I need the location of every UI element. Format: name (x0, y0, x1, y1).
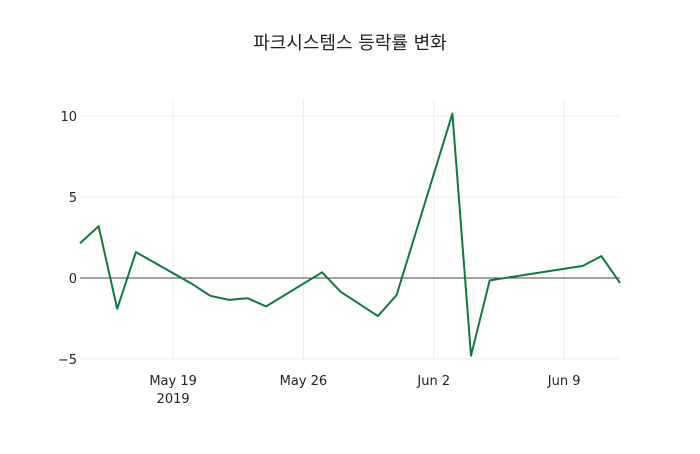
y-tick-label: 10 (60, 110, 77, 125)
y-tick-label: −5 (58, 353, 77, 368)
x-tick-year-label: 2019 (157, 392, 190, 407)
x-tick-label: May 26 (280, 374, 328, 389)
chart-title: 파크시스템스 등락률 변화 (253, 33, 447, 54)
series-line (79, 112, 621, 357)
y-tick-label: 5 (69, 191, 77, 206)
y-tick-label: 0 (69, 272, 77, 287)
x-tick-label: Jun 2 (416, 374, 450, 389)
x-tick-label: May 19 (149, 374, 197, 389)
x-tick-label: Jun 9 (547, 374, 581, 389)
